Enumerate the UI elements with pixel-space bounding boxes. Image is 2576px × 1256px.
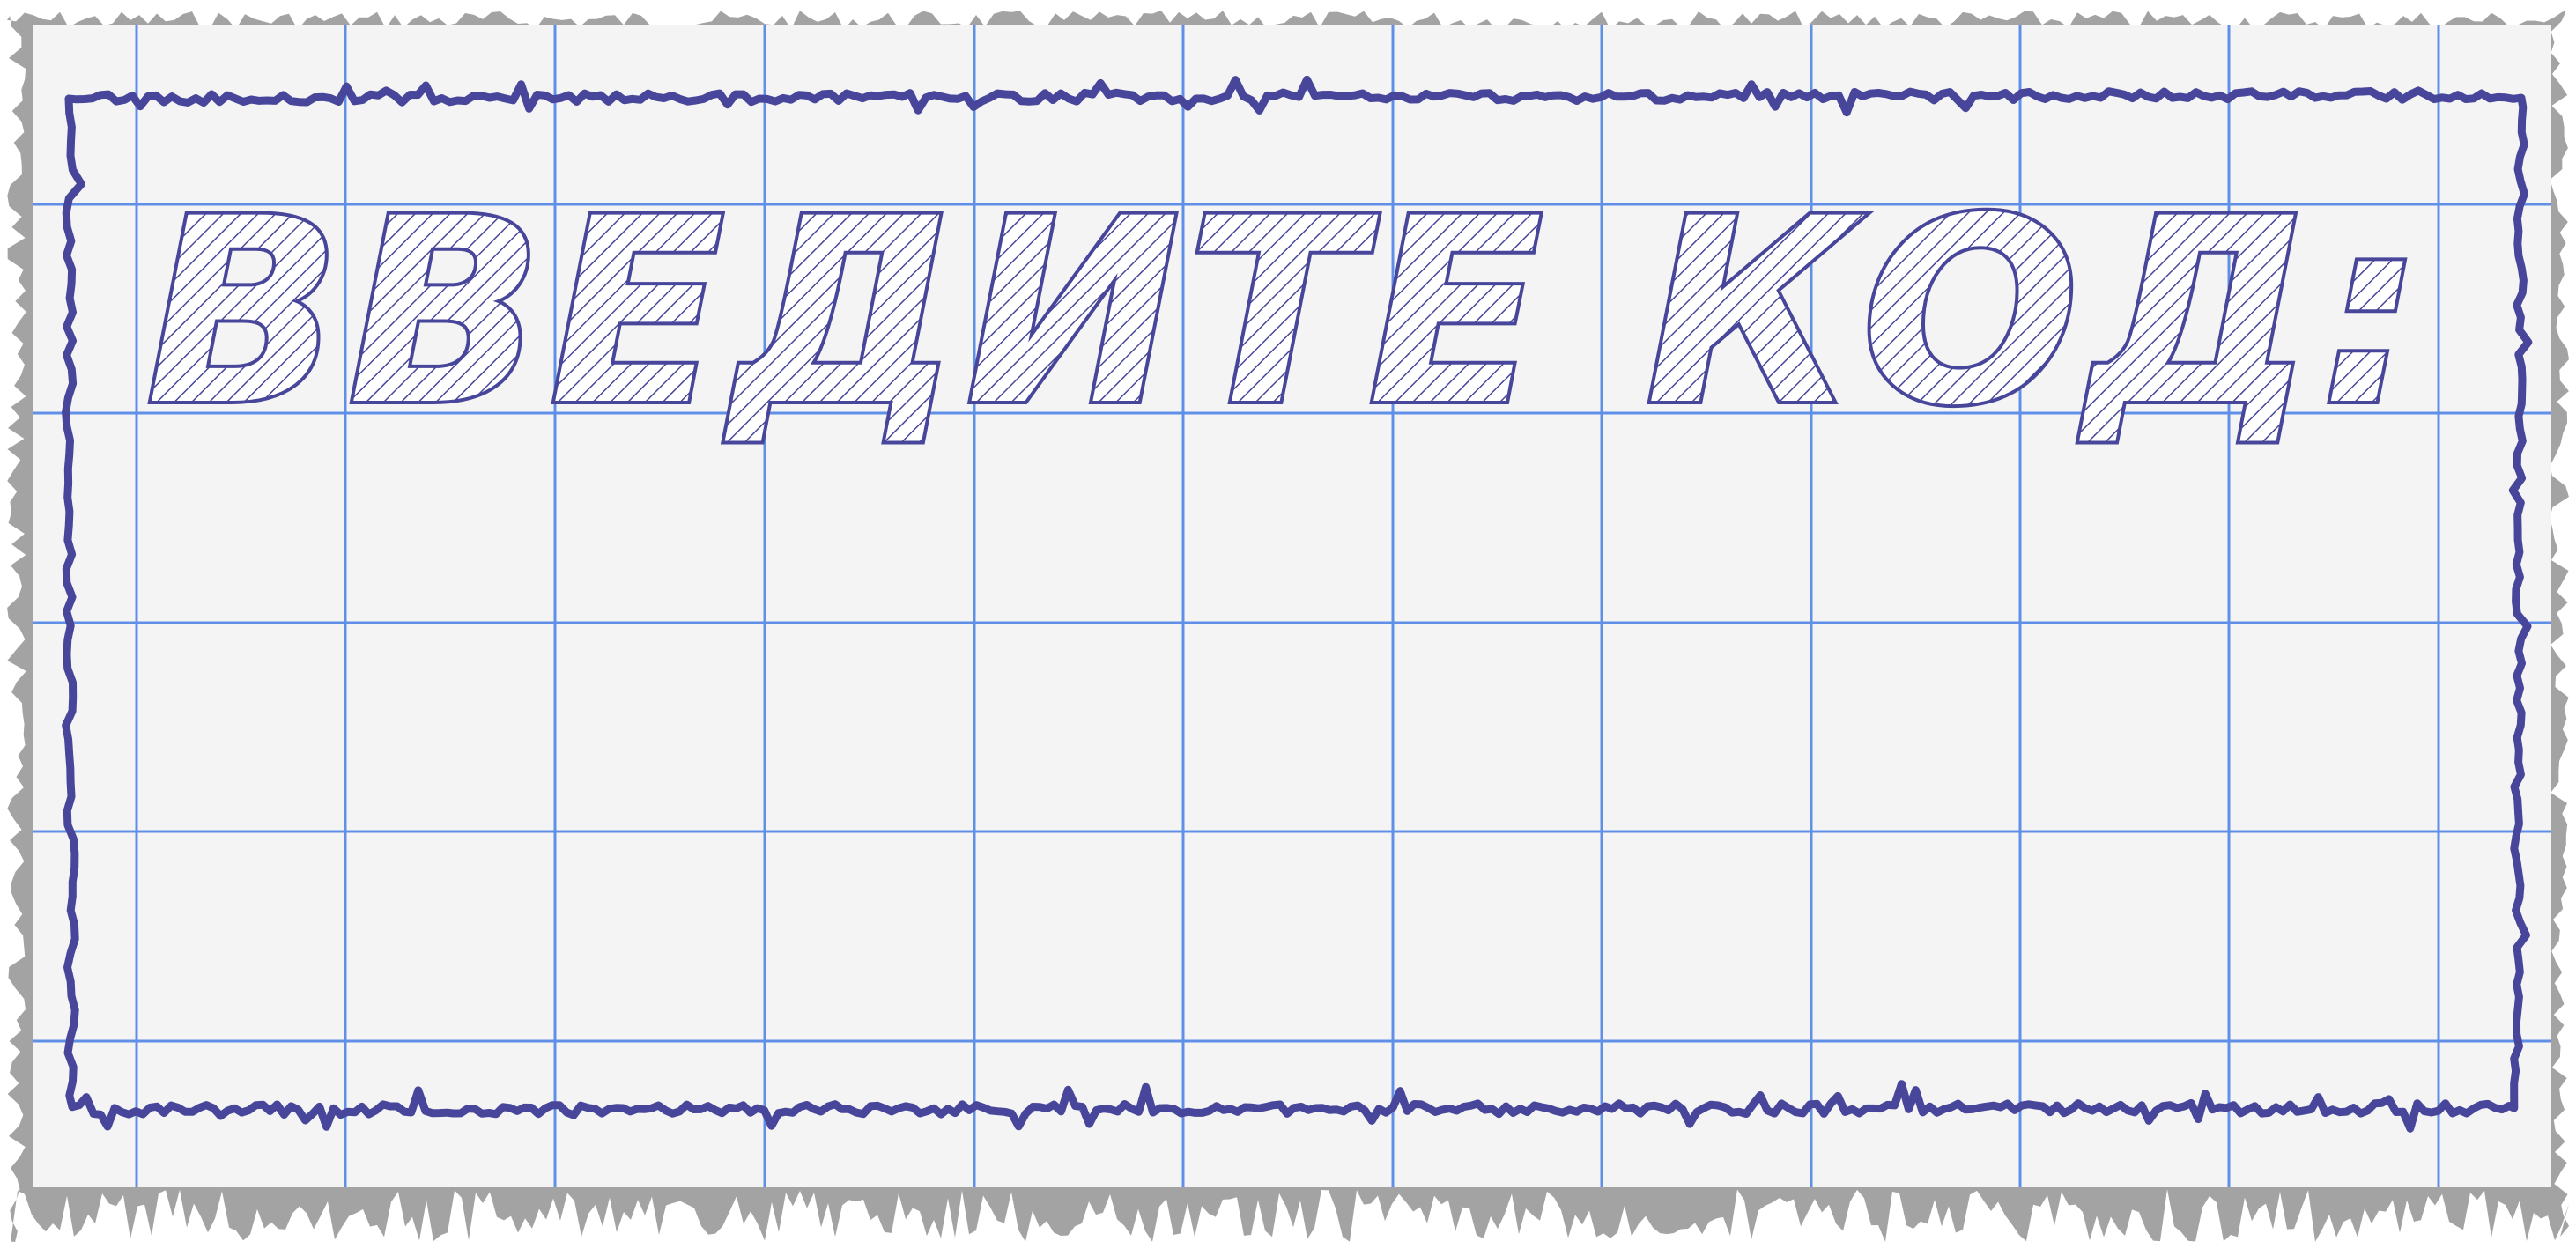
code-input[interactable] xyxy=(106,564,2449,1022)
hand-drawn-frame xyxy=(62,75,2533,1133)
enter-code-title: ВВЕДИТЕ КОД: xyxy=(146,165,2430,462)
